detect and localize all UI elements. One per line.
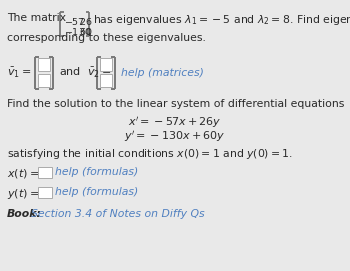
Text: $26$: $26$ xyxy=(79,16,92,27)
FancyBboxPatch shape xyxy=(38,74,50,87)
Text: $x(t) =$: $x(t) =$ xyxy=(7,167,39,180)
Text: help (formulas): help (formulas) xyxy=(55,167,138,177)
Text: help (matrices): help (matrices) xyxy=(121,68,204,78)
Text: Section 3.4 of Notes on Diffy Qs: Section 3.4 of Notes on Diffy Qs xyxy=(31,209,205,219)
Text: $60$: $60$ xyxy=(79,26,92,37)
Text: has eigenvalues $\lambda_1 = -5$ and $\lambda_2 = 8$. Find eigenvectors: has eigenvalues $\lambda_1 = -5$ and $\l… xyxy=(93,13,350,27)
Text: $-130$: $-130$ xyxy=(64,26,91,37)
Text: $-57$: $-57$ xyxy=(64,16,84,27)
Text: Book:: Book: xyxy=(7,209,42,219)
Text: $x' = -57x + 26y$: $x' = -57x + 26y$ xyxy=(128,115,222,130)
Text: $\bar{v}_1 =$: $\bar{v}_1 =$ xyxy=(7,66,31,80)
FancyBboxPatch shape xyxy=(100,58,112,71)
FancyBboxPatch shape xyxy=(38,58,50,71)
Text: $y(t) =$: $y(t) =$ xyxy=(7,187,39,201)
Text: and  $\bar{v}_2 =$: and $\bar{v}_2 =$ xyxy=(59,66,111,80)
FancyBboxPatch shape xyxy=(100,74,112,87)
Text: The matrix: The matrix xyxy=(7,13,66,23)
Text: $y' = -130x + 60y$: $y' = -130x + 60y$ xyxy=(124,129,226,144)
FancyBboxPatch shape xyxy=(38,167,52,178)
Text: satisfying the initial conditions $x(0) = 1$ and $y(0) = 1$.: satisfying the initial conditions $x(0) … xyxy=(7,147,293,161)
Text: help (formulas): help (formulas) xyxy=(55,187,138,197)
Text: corresponding to these eigenvalues.: corresponding to these eigenvalues. xyxy=(7,33,206,43)
FancyBboxPatch shape xyxy=(38,187,52,198)
Text: Find the solution to the linear system of differential equations: Find the solution to the linear system o… xyxy=(7,99,344,109)
